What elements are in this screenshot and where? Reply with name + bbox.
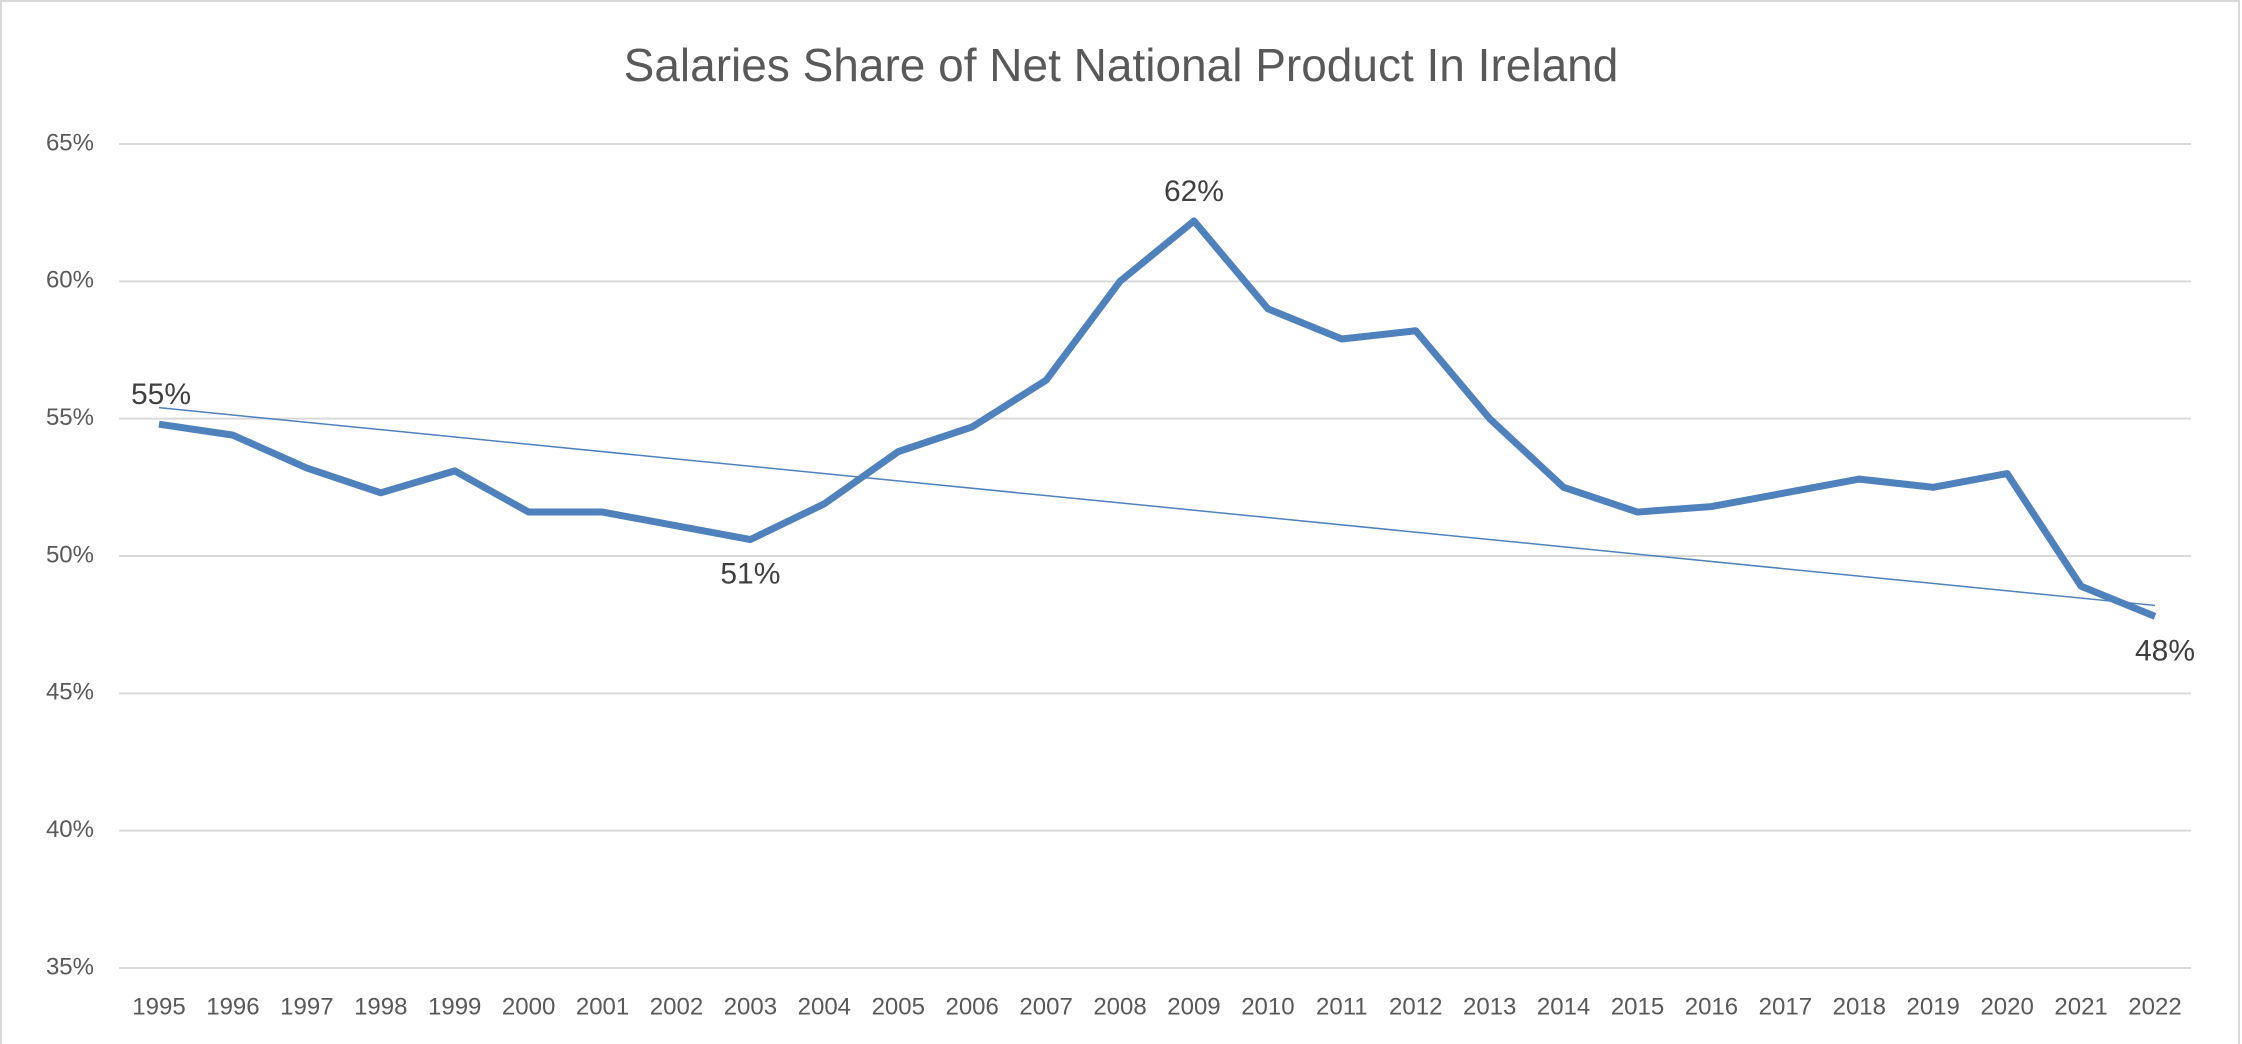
data-label: 48%	[2135, 634, 2195, 667]
chart-title: Salaries Share of Net National Product I…	[624, 39, 1619, 91]
x-tick-label: 1997	[280, 993, 333, 1020]
x-tick-label: 2011	[1316, 993, 1368, 1020]
x-tick-label: 2003	[724, 993, 777, 1020]
x-tick-label: 2021	[2054, 993, 2107, 1020]
x-tick-label: 2008	[1093, 993, 1146, 1020]
x-tick-label: 2005	[872, 993, 925, 1020]
x-tick-label: 1996	[206, 993, 259, 1020]
y-tick-label: 35%	[46, 953, 94, 980]
trend-line	[158, 406, 2156, 607]
x-tick-label: 2012	[1389, 993, 1442, 1020]
x-tick-label: 2006	[945, 993, 998, 1020]
y-tick-label: 65%	[46, 129, 94, 156]
x-tick-label: 2000	[502, 993, 555, 1020]
x-tick-label: 2022	[2128, 993, 2181, 1020]
x-tick-label: 1998	[354, 993, 407, 1020]
y-tick-label: 45%	[46, 679, 94, 706]
y-tick-label: 55%	[46, 404, 94, 431]
x-tick-label: 2015	[1611, 993, 1664, 1020]
x-tick-label: 2013	[1463, 993, 1516, 1020]
x-tick-label: 2007	[1019, 993, 1072, 1020]
x-tick-label: 2017	[1759, 993, 1812, 1020]
data-line	[158, 217, 2157, 620]
y-tick-label: 60%	[46, 267, 94, 294]
x-tick-label: 1999	[428, 993, 481, 1020]
x-tick-label: 2019	[1907, 993, 1960, 1020]
y-tick-label: 50%	[46, 541, 94, 568]
x-tick-label: 2002	[650, 993, 703, 1020]
data-label: 51%	[720, 557, 780, 590]
x-tick-label: 2001	[576, 993, 629, 1020]
x-tick-label: 2020	[1980, 993, 2033, 1020]
x-tick-label: 2009	[1167, 993, 1220, 1020]
x-tick-label: 1995	[132, 993, 185, 1020]
data-label: 55%	[131, 378, 191, 411]
x-tick-label: 2016	[1685, 993, 1738, 1020]
x-tick-label: 2018	[1833, 993, 1886, 1020]
x-tick-label: 2014	[1537, 993, 1590, 1020]
x-tick-label: 2004	[798, 993, 851, 1020]
y-tick-label: 40%	[46, 816, 94, 843]
x-tick-label: 2010	[1241, 993, 1294, 1020]
data-label: 62%	[1164, 175, 1224, 208]
